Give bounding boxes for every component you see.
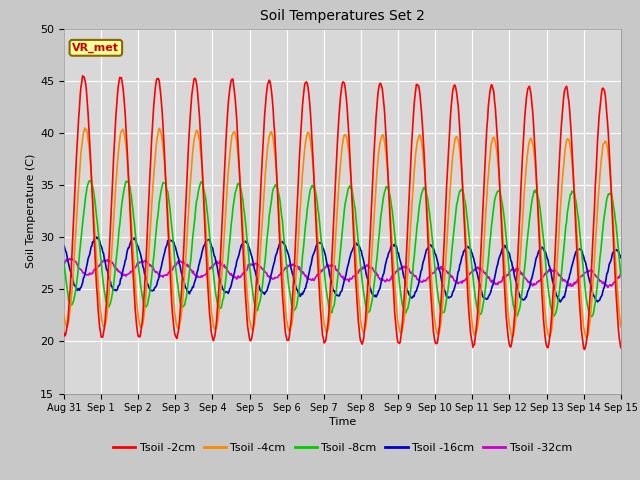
Tsoil -2cm	[617, 345, 625, 350]
X-axis label: Time: Time	[329, 418, 356, 428]
Tsoil -16cm	[93, 234, 100, 240]
Tsoil -4cm	[128, 234, 136, 240]
Tsoil -32cm	[128, 269, 136, 275]
Tsoil -16cm	[214, 270, 222, 276]
Tsoil -2cm	[60, 330, 68, 336]
Tsoil -2cm	[214, 297, 222, 302]
Tsoil -4cm	[583, 336, 591, 341]
Tsoil -16cm	[185, 289, 193, 295]
Tsoil -2cm	[79, 73, 86, 79]
Tsoil -32cm	[214, 261, 222, 266]
Line: Tsoil -8cm: Tsoil -8cm	[64, 180, 621, 317]
Tsoil -2cm	[411, 95, 419, 100]
Tsoil -8cm	[617, 273, 625, 278]
Tsoil -32cm	[60, 260, 68, 265]
Tsoil -4cm	[81, 125, 89, 131]
Tsoil -4cm	[214, 315, 222, 321]
Tsoil -8cm	[86, 178, 94, 183]
Tsoil -32cm	[428, 271, 435, 277]
Tsoil -8cm	[128, 202, 136, 207]
Tsoil -8cm	[411, 247, 419, 252]
Tsoil -16cm	[60, 243, 68, 249]
Tsoil -32cm	[185, 263, 193, 268]
Tsoil -8cm	[428, 223, 435, 229]
Tsoil -4cm	[70, 258, 78, 264]
Line: Tsoil -2cm: Tsoil -2cm	[64, 76, 621, 349]
Tsoil -4cm	[60, 312, 68, 318]
Tsoil -32cm	[71, 258, 79, 264]
Tsoil -16cm	[70, 282, 78, 288]
Tsoil -8cm	[214, 303, 222, 309]
Title: Soil Temperatures Set 2: Soil Temperatures Set 2	[260, 10, 425, 24]
Tsoil -8cm	[185, 276, 193, 282]
Tsoil -4cm	[411, 162, 419, 168]
Line: Tsoil -16cm: Tsoil -16cm	[64, 237, 621, 302]
Tsoil -8cm	[60, 259, 68, 264]
Tsoil -32cm	[604, 285, 611, 290]
Tsoil -32cm	[411, 274, 419, 279]
Line: Tsoil -32cm: Tsoil -32cm	[64, 258, 621, 288]
Tsoil -2cm	[70, 206, 78, 212]
Tsoil -32cm	[67, 255, 74, 261]
Y-axis label: Soil Temperature (C): Soil Temperature (C)	[26, 154, 36, 268]
Tsoil -16cm	[411, 290, 419, 296]
Tsoil -8cm	[588, 314, 595, 320]
Tsoil -32cm	[617, 271, 625, 276]
Text: VR_met: VR_met	[72, 43, 119, 53]
Tsoil -16cm	[617, 255, 625, 261]
Line: Tsoil -4cm: Tsoil -4cm	[64, 128, 621, 338]
Tsoil -4cm	[428, 270, 435, 276]
Tsoil -8cm	[70, 296, 78, 301]
Tsoil -16cm	[557, 299, 564, 305]
Legend: Tsoil -2cm, Tsoil -4cm, Tsoil -8cm, Tsoil -16cm, Tsoil -32cm: Tsoil -2cm, Tsoil -4cm, Tsoil -8cm, Tsoi…	[108, 438, 577, 457]
Tsoil -2cm	[428, 295, 435, 301]
Tsoil -2cm	[580, 347, 588, 352]
Tsoil -2cm	[128, 254, 136, 260]
Tsoil -16cm	[428, 242, 435, 248]
Tsoil -4cm	[617, 324, 625, 329]
Tsoil -4cm	[185, 207, 193, 213]
Tsoil -16cm	[128, 237, 136, 242]
Tsoil -2cm	[185, 139, 193, 144]
